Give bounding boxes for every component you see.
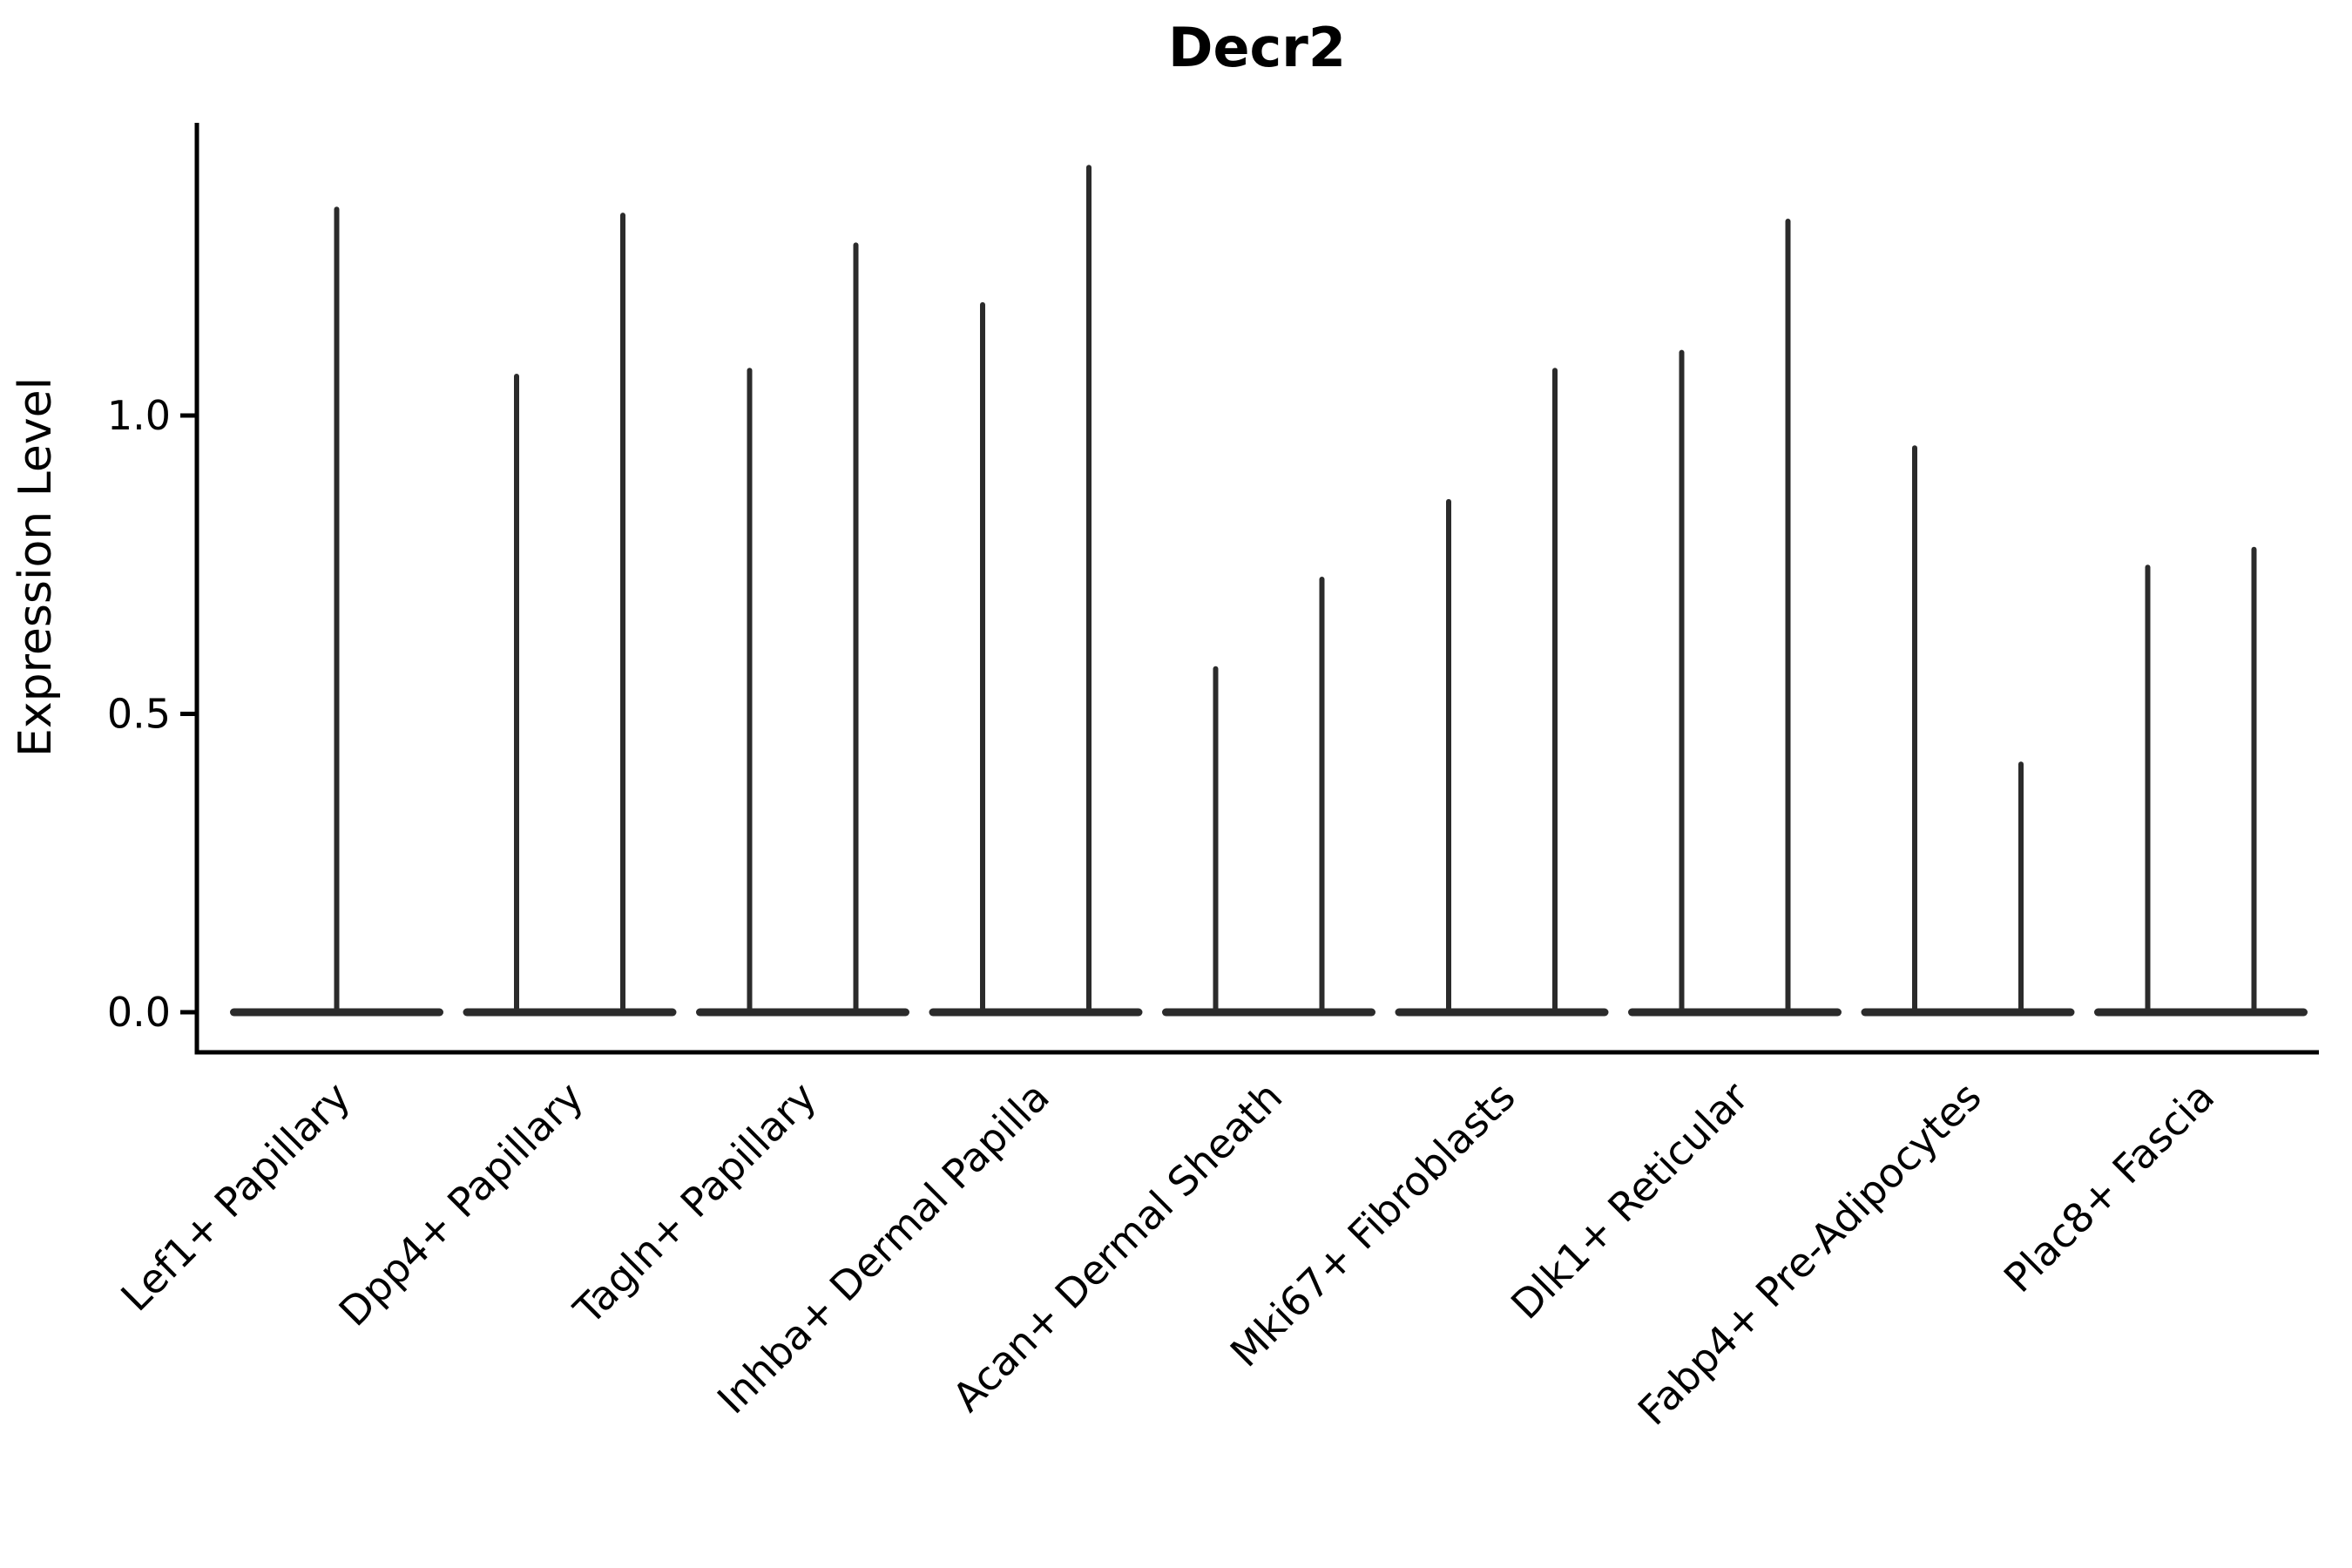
violin-base xyxy=(463,1008,677,1017)
violin-base xyxy=(696,1008,909,1017)
x-tick-label: Tagln+ Papillary xyxy=(564,1073,826,1335)
violin-base xyxy=(929,1008,1143,1017)
x-tick-label: Plac8+ Fascia xyxy=(1995,1073,2223,1301)
chart-title: Decr2 xyxy=(1168,16,1346,79)
violin-base xyxy=(1395,1008,1609,1017)
violin-spike xyxy=(1785,218,1791,1017)
violin-spike xyxy=(620,213,625,1017)
violin-spike xyxy=(747,368,753,1017)
y-tick-mark xyxy=(180,712,197,716)
y-axis-spine xyxy=(194,123,199,1052)
y-axis-label: Expression Level xyxy=(10,377,62,757)
violin-spike xyxy=(1086,165,1092,1017)
y-tick-label: 0.5 xyxy=(107,691,171,738)
y-tick-label: 1.0 xyxy=(107,392,171,439)
violin-spike xyxy=(1912,445,1917,1017)
y-tick-label: 0.0 xyxy=(107,989,171,1036)
violin-base xyxy=(1628,1008,1842,1017)
y-tick-mark xyxy=(180,413,197,418)
x-tick-label: Dlk1+ Reticular xyxy=(1502,1073,1757,1328)
violin-spike xyxy=(2018,761,2024,1017)
violin-spike xyxy=(1552,368,1558,1017)
violin-spike xyxy=(514,374,519,1017)
x-tick-label: Lef1+ Papillary xyxy=(112,1073,359,1321)
x-tick-label: Dpp4+ Papillary xyxy=(330,1073,592,1335)
y-tick-mark xyxy=(180,1010,197,1015)
violin-spike xyxy=(1446,498,1451,1017)
violin-spike xyxy=(2251,546,2257,1017)
violin-spike xyxy=(1213,666,1219,1017)
violin-base xyxy=(1162,1008,1375,1017)
violin-spike xyxy=(1679,349,1685,1017)
violin-base xyxy=(2094,1008,2308,1017)
violin-spike xyxy=(1319,576,1325,1017)
violin-spike xyxy=(2145,564,2151,1017)
x-axis-spine xyxy=(194,1050,2319,1055)
violin-spike xyxy=(980,301,985,1017)
violin-base xyxy=(1861,1008,2075,1017)
violin-spike xyxy=(853,242,859,1017)
violin-spike xyxy=(334,206,340,1017)
